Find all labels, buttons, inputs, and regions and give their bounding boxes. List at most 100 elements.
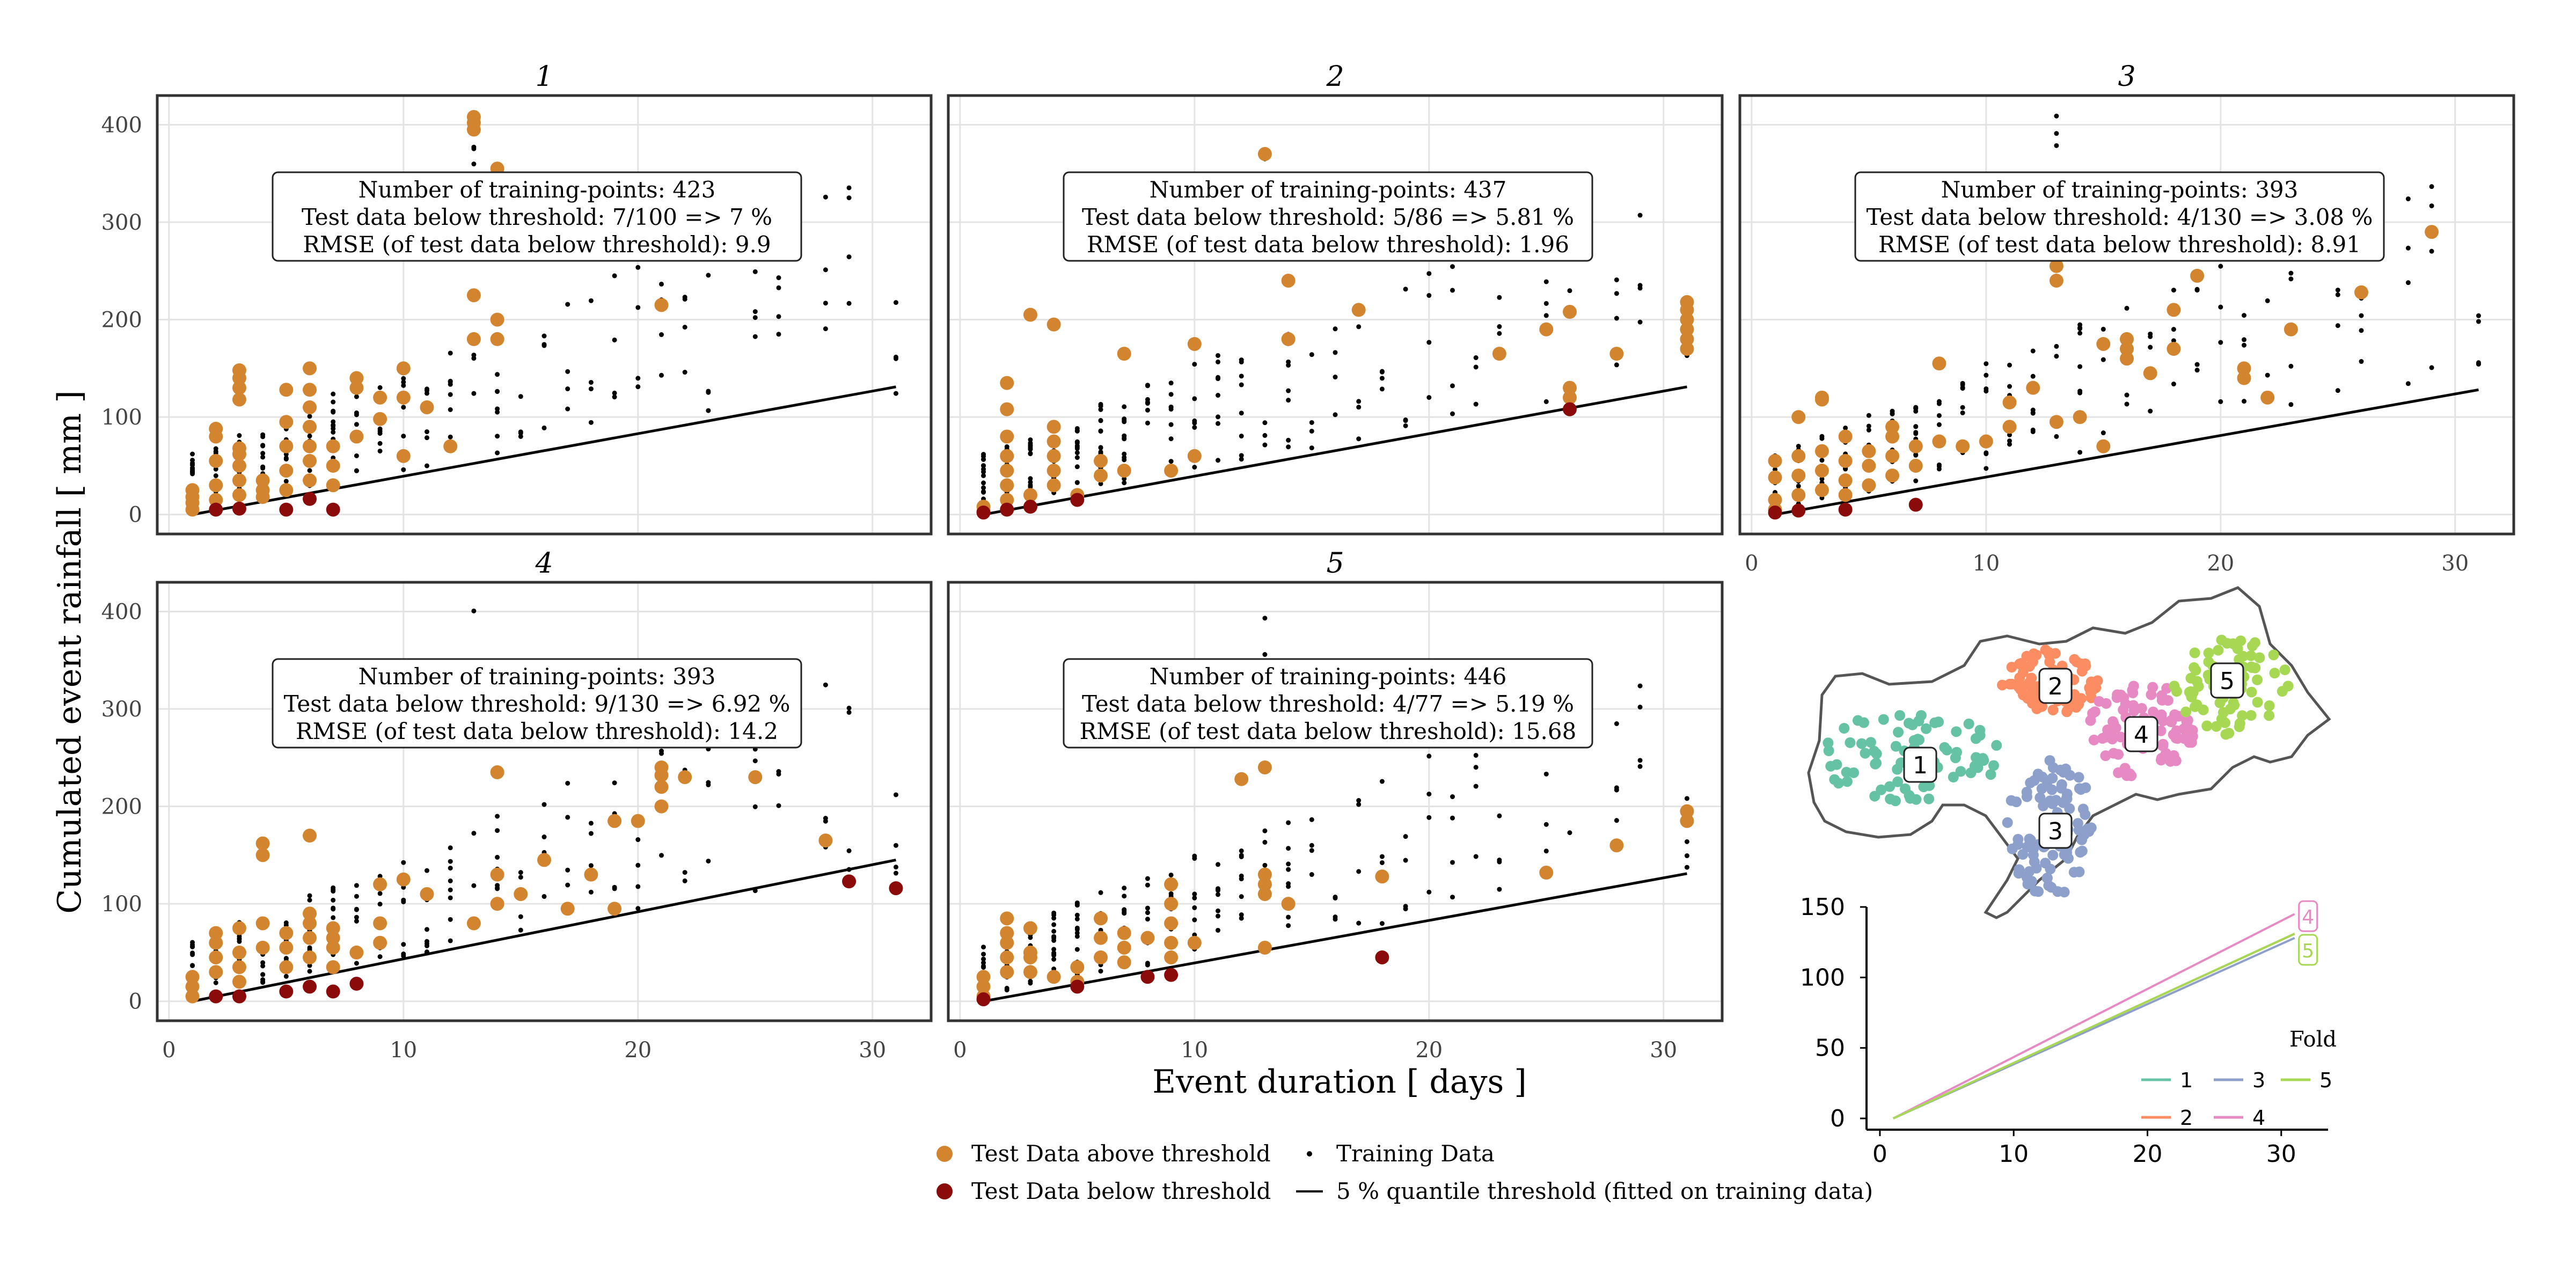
legend-label: 5 % quantile threshold (fitted on traini… (1336, 1178, 1873, 1204)
test-point-above (232, 458, 246, 473)
training-point (283, 956, 289, 961)
map-point-region-1 (1848, 767, 1860, 778)
training-point (1192, 917, 1197, 923)
training-point (471, 883, 477, 888)
training-point (1286, 444, 1291, 450)
training-point (1262, 433, 1268, 438)
training-point (846, 185, 852, 191)
test-point-above (209, 493, 223, 507)
legend-label: Training Data (1336, 1140, 1495, 1167)
training-point (1333, 375, 1338, 380)
map-point-region-3 (2074, 866, 2085, 877)
stats-line: RMSE (of test data below threshold): 8.9… (1878, 231, 2361, 258)
training-point (1403, 858, 1408, 863)
training-point (846, 195, 852, 201)
legend-item: 5 % quantile threshold (fitted on traini… (1296, 1178, 1873, 1204)
test-point-above (1046, 463, 1061, 478)
map-point-region-2 (2066, 701, 2077, 712)
legend-item: Test Data below threshold (936, 1178, 1271, 1204)
panel-frame (156, 581, 933, 1022)
test-point-above (373, 877, 387, 891)
training-point (518, 430, 523, 436)
training-point (377, 441, 383, 446)
test-point-above (303, 950, 317, 964)
training-point (2007, 362, 2012, 368)
training-point (1028, 447, 1033, 452)
training-point (260, 972, 266, 977)
test-point-above (1046, 970, 1061, 984)
training-point (1051, 947, 1057, 952)
training-point (1614, 291, 1619, 296)
map-point-region-1 (1955, 766, 1966, 777)
map-point-region-1 (1860, 748, 1871, 759)
map-point-region-1 (1871, 758, 1882, 769)
test-point-above (1814, 483, 1829, 497)
training-point (1168, 380, 1174, 386)
training-point (307, 414, 312, 419)
test-point-above (1023, 308, 1037, 322)
training-point (658, 751, 664, 756)
panel-title: 1 (535, 61, 553, 93)
training-point (1984, 451, 1989, 457)
training-point (260, 960, 266, 965)
training-point (2030, 374, 2036, 379)
training-point (331, 419, 336, 425)
training-point (518, 394, 523, 399)
training-point (588, 889, 594, 895)
training-point (635, 884, 641, 889)
inset-x-tick-label: 0 (1872, 1140, 1887, 1168)
stats-line: Number of training-points: 423 (358, 177, 716, 203)
panel-title: 3 (2118, 61, 2135, 93)
training-point (331, 399, 336, 405)
training-point (1216, 892, 1221, 897)
inset-legend-title: Fold (2289, 1027, 2337, 1052)
test-point-above (232, 473, 246, 488)
stats-line: RMSE (of test data below threshold): 15.… (1080, 718, 1577, 744)
training-point (1239, 374, 1244, 379)
map-point-region-5 (2252, 674, 2263, 685)
training-point (1356, 399, 1362, 404)
training-point (237, 433, 242, 438)
training-point (981, 457, 986, 462)
training-point (354, 894, 359, 899)
stats-line: RMSE (of test data below threshold): 14.… (296, 718, 778, 744)
training-point (541, 894, 547, 899)
training-point (893, 354, 898, 360)
test-point-above (209, 926, 223, 940)
stats-line: Test data below threshold: 9/130 => 6.92… (284, 691, 791, 717)
test-point-above (1885, 449, 1900, 463)
map-point-region-1 (1829, 774, 1840, 785)
test-point-above (466, 332, 481, 346)
legend-label: Test Data above threshold (971, 1140, 1271, 1167)
test-point-above (2049, 259, 2063, 273)
training-point (1239, 382, 1244, 387)
map-point-region-4 (2128, 680, 2139, 692)
test-point-above (2120, 342, 2134, 356)
training-point (1145, 420, 1150, 426)
map-point-region-1 (1988, 760, 1999, 771)
map-point-region-4 (2108, 748, 2119, 759)
training-point (425, 941, 430, 946)
region-map: 1 2 3 4 5 (1807, 586, 2331, 919)
map-point-region-1 (1951, 726, 1962, 737)
training-point (2148, 345, 2153, 350)
test-point-above (1094, 931, 1108, 945)
training-point (658, 332, 664, 338)
training-point (823, 326, 828, 332)
training-point (283, 974, 289, 979)
training-point (2030, 429, 2036, 434)
training-point (1497, 324, 1502, 330)
panel-frame (156, 94, 933, 536)
map-point-region-1 (1941, 744, 1952, 756)
training-point (823, 816, 828, 821)
test-point-above (654, 298, 669, 312)
training-point (588, 831, 594, 836)
training-point (518, 927, 523, 933)
training-point (752, 269, 758, 274)
training-point (658, 281, 664, 287)
stats-line: Test data below threshold: 7/100 => 7 % (302, 204, 772, 230)
training-point (377, 891, 383, 896)
training-point (1122, 476, 1127, 481)
training-point (1216, 927, 1221, 933)
